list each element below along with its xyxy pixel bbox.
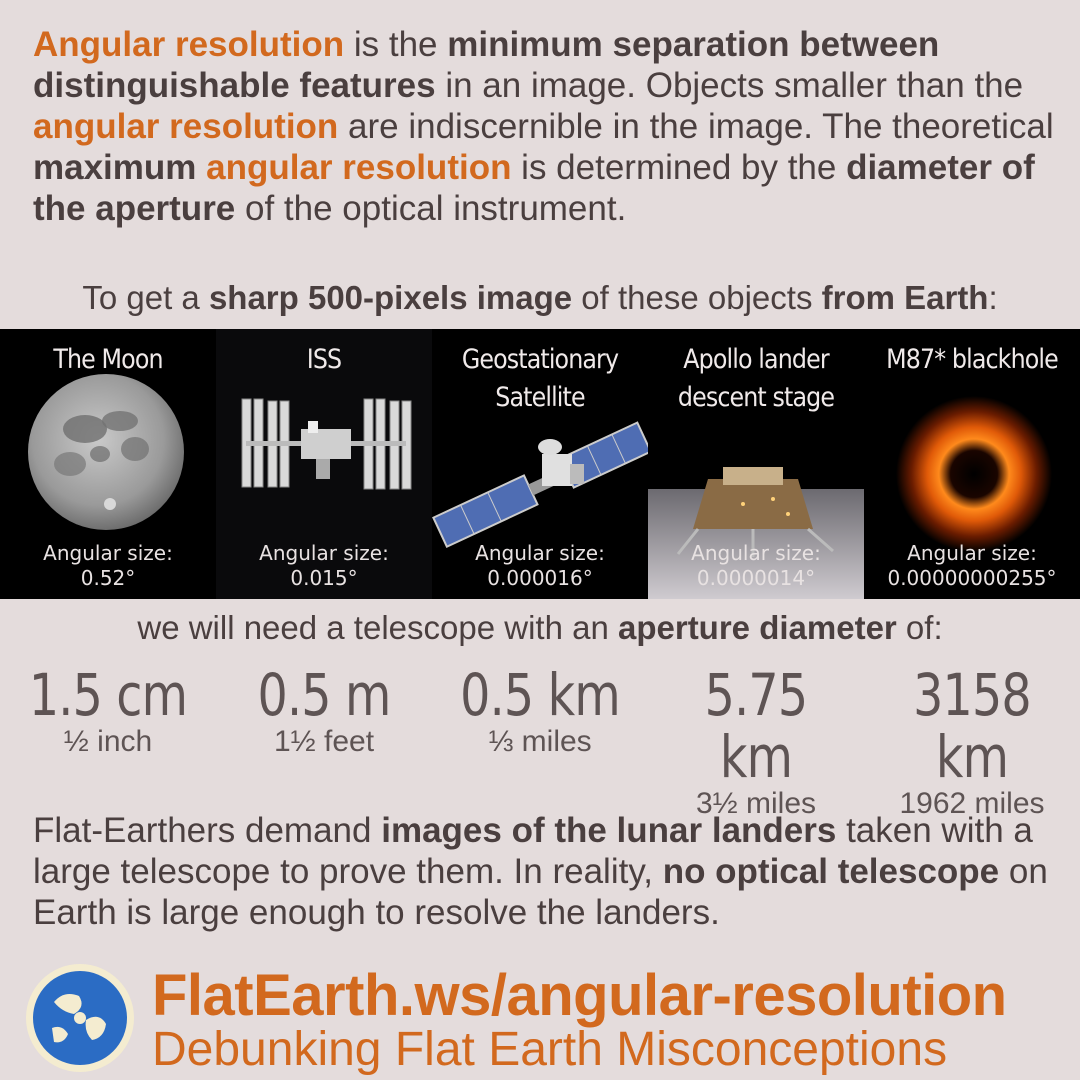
aperture-metric: 0.5 km: [460, 661, 621, 729]
lander-image: [648, 467, 864, 599]
footer-url[interactable]: FlatEarth.ws/angular-resolution: [152, 963, 1007, 1028]
object-title: Apollo lander descent stage: [677, 344, 835, 413]
intro-text: are indiscernible in the image. The theo…: [338, 107, 1054, 146]
aperture-metric: 1.5 cm: [28, 661, 188, 729]
panel-blackhole: M87* blackhole Angular size: 0.0000000025…: [864, 329, 1080, 599]
angular-size-value: 0.52°: [80, 566, 136, 590]
intro-term: angular resolution: [206, 148, 512, 187]
globe-logo-icon: [26, 964, 134, 1072]
aperture-item: 3158 km 1962 miles: [864, 664, 1080, 822]
aperture-item: 0.5 km ⅓ miles: [432, 664, 648, 822]
angular-size-value: 0.0000014°: [696, 566, 816, 590]
lead-bold: from Earth: [821, 279, 989, 316]
object-title: M87* blackhole: [886, 344, 1059, 375]
aperture-item: 1.5 cm ½ inch: [0, 664, 216, 822]
intro-text: of the optical instrument.: [235, 189, 627, 228]
moon-image: [28, 374, 184, 530]
aperture-metric: 3158 km: [913, 661, 1032, 791]
lead-bold: sharp 500-pixels image: [208, 279, 573, 316]
closing-text: Flat-Earthers demand: [33, 811, 382, 850]
angular-size-value: 0.00000000255°: [887, 566, 1057, 590]
aperture-imperial: 1½ feet: [273, 725, 375, 758]
lead-sentence: To get a sharp 500-pixels image of these…: [0, 278, 1080, 318]
aperture-item: 0.5 m 1½ feet: [216, 664, 432, 822]
angular-size: Angular size: 0.0000014°: [648, 541, 864, 591]
angular-size: Angular size: 0.000016°: [432, 541, 648, 591]
panel-iss: ISS Angular size: 0.015°: [216, 329, 432, 599]
intro-text: is determined by the: [511, 148, 847, 187]
angular-size: Angular size: 0.015°: [216, 541, 432, 591]
closing-bold: no optical telescope: [662, 852, 1000, 891]
intro-bold: diameter of the aperture: [33, 148, 1035, 228]
panel-lander: Apollo lander descent stage Angular size…: [648, 329, 864, 599]
aperture-metric: 0.5 m: [257, 661, 392, 729]
closing-text: taken with a large telescope to prove th…: [33, 811, 1033, 891]
aperture-item: 5.75 km 3½ miles: [648, 664, 864, 822]
iss-image: [241, 398, 412, 490]
panel-satellite: Geostationary Satellite Angular size: 0.0…: [432, 329, 648, 599]
intro-bold: minimum separation between distinguishab…: [33, 25, 940, 105]
intro-text: in an image. Objects smaller than the: [435, 66, 1024, 105]
angular-size-label: Angular size:: [259, 541, 389, 565]
object-title: ISS: [306, 344, 342, 375]
angular-size-label: Angular size:: [43, 541, 173, 565]
aperture-imperial: 1962 miles: [899, 787, 1045, 820]
angular-size-value: 0.000016°: [487, 566, 593, 590]
angular-size: Angular size: 0.52°: [0, 541, 216, 591]
intro-term: Angular resolution: [33, 25, 345, 64]
object-title: Geostationary Satellite: [461, 344, 619, 413]
angular-size-label: Angular size:: [691, 541, 821, 565]
footer-tagline: Debunking Flat Earth Misconceptions: [152, 1023, 948, 1076]
need-text: of:: [896, 609, 943, 646]
aperture-imperial: ½ inch: [63, 725, 153, 758]
lead-text: :: [988, 279, 998, 316]
closing-bold: images of the lunar landers: [381, 811, 837, 850]
angular-size-value: 0.015°: [290, 566, 358, 590]
closing-text: on Earth is large enough to resolve the …: [33, 852, 1048, 932]
angular-size: Angular size: 0.00000000255°: [864, 541, 1080, 591]
intro-paragraph: Angular resolution is the minimum separa…: [33, 24, 1063, 229]
intro-term: angular resolution: [33, 107, 339, 146]
aperture-metric: 5.75 km: [704, 661, 808, 791]
objects-image-strip: The Moon Angular size: 0.52° ISS Angular …: [0, 329, 1080, 599]
panel-moon: The Moon Angular size: 0.52°: [0, 329, 216, 599]
blackhole-image: [896, 396, 1052, 552]
intro-bold: maximum: [33, 148, 197, 187]
aperture-imperial: 3½ miles: [695, 787, 817, 820]
closing-paragraph: Flat-Earthers demand images of the lunar…: [33, 810, 1063, 933]
angular-size-label: Angular size:: [475, 541, 605, 565]
intro-text: is the: [344, 25, 448, 64]
need-text: we will need a telescope with an: [137, 609, 618, 646]
intro-text: [196, 148, 206, 187]
lead-text: To get a: [82, 279, 209, 316]
need-bold: aperture diameter: [617, 609, 897, 646]
aperture-values: 1.5 cm ½ inch 0.5 m 1½ feet 0.5 km ⅓ miles …: [0, 664, 1080, 822]
aperture-sentence: we will need a telescope with an apertur…: [0, 608, 1080, 648]
angular-size-label: Angular size:: [907, 541, 1037, 565]
lead-text: of these objects: [572, 279, 822, 316]
aperture-imperial: ⅓ miles: [488, 725, 592, 758]
satellite-image: [432, 421, 648, 549]
object-title: The Moon: [53, 344, 163, 375]
